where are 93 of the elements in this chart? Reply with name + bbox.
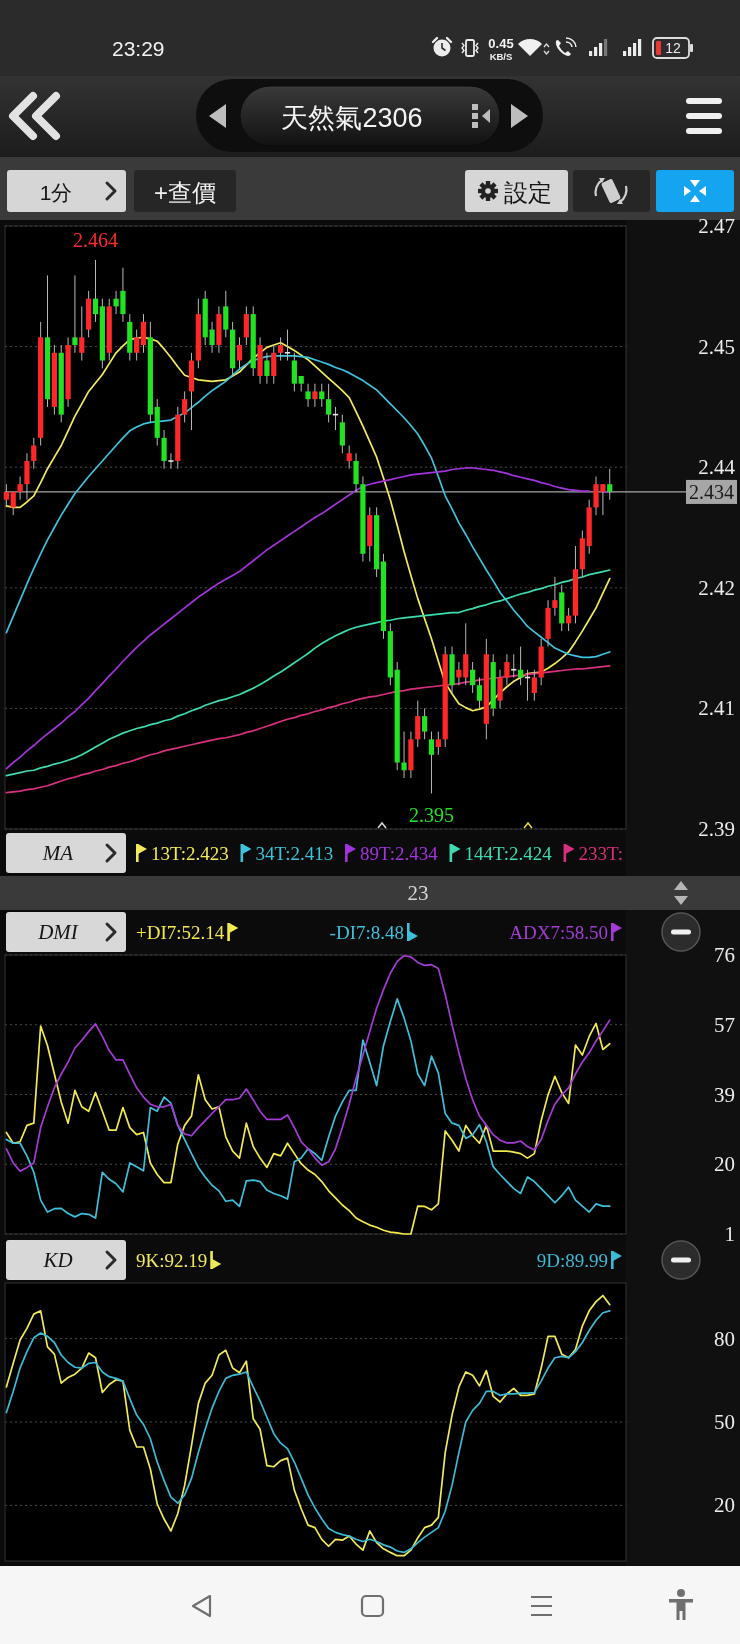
candlestick (278, 336, 284, 362)
line-series (5, 569, 611, 777)
line-series (5, 1022, 611, 1235)
y-tick-label: 20 (714, 1152, 735, 1177)
candlestick (326, 383, 332, 423)
candlestick (92, 259, 99, 323)
candlestick (497, 669, 503, 709)
candlestick (168, 452, 174, 470)
candlestick (223, 290, 229, 338)
candlestick (284, 329, 291, 362)
y-tick-label: 2.45 (698, 334, 735, 359)
dropdown-button[interactable]: MA (6, 833, 126, 873)
y-tick-label: 80 (714, 1326, 735, 1351)
legend-title: KD (42, 1248, 73, 1272)
candlestick (140, 313, 147, 354)
text: KB/S (489, 50, 513, 62)
candlestick (305, 383, 311, 408)
line-series (5, 954, 611, 1172)
text: 23:29 (112, 36, 165, 60)
candlestick (428, 731, 435, 794)
legend-label: 9D:89.99 (536, 1249, 608, 1271)
candlestick (346, 445, 352, 470)
candlestick (415, 700, 421, 748)
legend-label: +DI7:52.14 (136, 921, 225, 943)
annotation: 2.395 (408, 804, 454, 827)
candlestick (319, 383, 325, 408)
candlestick (17, 475, 23, 501)
candlestick (72, 274, 78, 354)
candlestick (401, 731, 407, 779)
y-tick-label: 1 (724, 1222, 735, 1246)
legend-label: 144T:2.424 (464, 842, 553, 864)
line-series (5, 336, 611, 712)
candlestick (3, 483, 9, 508)
candlestick (161, 429, 167, 470)
y-tick-label: 2.47 (698, 214, 735, 238)
legend-label: 34T:2.413 (255, 842, 334, 864)
dropdown-button[interactable]: DMI (6, 912, 126, 952)
candlestick (31, 437, 37, 470)
candlestick (607, 468, 613, 501)
text: 12 (665, 40, 681, 56)
annotation: 2.464 (73, 229, 119, 252)
candlestick (24, 452, 30, 501)
minus-button[interactable] (661, 1240, 701, 1280)
ref-line-label: 2.434 (689, 480, 734, 503)
candlestick (182, 390, 188, 423)
candlestick (552, 576, 558, 617)
candlestick (134, 329, 140, 362)
legend-label: 89T:2.434 (360, 842, 439, 864)
text: 0.45 (488, 35, 514, 51)
candlestick (353, 452, 359, 493)
y-tick-label: 20 (714, 1493, 735, 1518)
candlestick (422, 707, 428, 740)
candlestick (264, 352, 270, 385)
y-tick-label: 57 (714, 1012, 735, 1037)
legend-label: -DI7:8.48 (329, 921, 404, 943)
candlestick (504, 653, 510, 686)
candlestick (476, 676, 483, 709)
candlestick (312, 383, 318, 408)
dropdown-button[interactable] (7, 170, 126, 212)
candlestick (435, 731, 441, 756)
candlestick (339, 414, 345, 454)
text: 23 (407, 881, 429, 905)
dropdown-button[interactable]: KD (6, 1240, 126, 1280)
candlestick (271, 344, 277, 385)
legend-label: 13T:2.423 (151, 842, 229, 864)
collapse-button[interactable] (656, 170, 734, 212)
legend-title: DMI (37, 920, 79, 944)
y-tick-label: 2.39 (698, 817, 735, 841)
y-tick-label: 2.42 (698, 575, 735, 600)
text: 設定 (504, 178, 552, 206)
text: 1分 (39, 180, 73, 204)
y-tick-label: 39 (714, 1082, 735, 1107)
settings-button[interactable] (465, 170, 568, 212)
candlestick (291, 352, 297, 392)
y-tick-label: 76 (714, 943, 735, 967)
minus-button[interactable] (661, 912, 701, 952)
chart-title: 天然氣2306 (281, 103, 423, 133)
candlestick (243, 305, 249, 346)
legend-label: 9K:92.19 (136, 1249, 208, 1271)
candlestick (511, 653, 517, 678)
y-tick-label: 2.41 (698, 696, 735, 721)
y-tick-label: 50 (714, 1410, 735, 1434)
candlestick (470, 661, 476, 694)
legend-label: 233T: (578, 842, 624, 864)
legend-title: MA (41, 841, 74, 865)
candlestick (79, 305, 85, 362)
rotate-button[interactable] (573, 170, 650, 212)
candlestick (236, 336, 243, 369)
y-tick-label: 2.44 (698, 455, 736, 480)
text: +查價 (153, 178, 217, 206)
legend-label: ADX7:58.50 (509, 921, 609, 943)
line-series (5, 998, 611, 1219)
candlestick (531, 669, 537, 702)
